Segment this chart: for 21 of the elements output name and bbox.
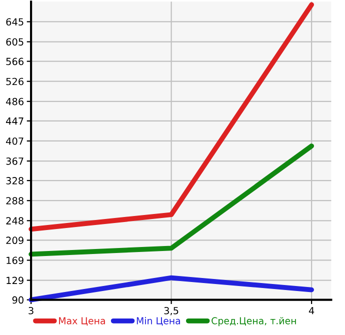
legend-label: Сред.Цена, т.йен bbox=[212, 317, 296, 326]
y-tick-label: 248 bbox=[6, 217, 24, 224]
y-tick-label: 526 bbox=[6, 78, 24, 86]
y-tick-label: 566 bbox=[6, 58, 24, 66]
y-tick-label: 486 bbox=[6, 98, 24, 106]
x-tick-label: 3 bbox=[28, 306, 34, 314]
legend-label: Min Цена bbox=[136, 317, 180, 326]
y-tick-label: 169 bbox=[6, 256, 24, 264]
y-tick-label: 209 bbox=[6, 236, 24, 244]
x-tick-label: 4 bbox=[308, 307, 314, 314]
y-tick-label: 605 bbox=[6, 38, 24, 46]
y-tick-label: 328 bbox=[6, 177, 24, 184]
y-tick-label: 288 bbox=[6, 197, 24, 204]
y-tick-label: 447 bbox=[6, 118, 24, 125]
x-tick-label: 3,5 bbox=[164, 306, 178, 316]
y-tick-label: 645 bbox=[6, 18, 24, 26]
y-tick-label: 90 bbox=[12, 296, 24, 304]
y-tick-label: 367 bbox=[6, 158, 24, 165]
y-tick-label: 407 bbox=[6, 137, 24, 145]
legend-label: Max Цена bbox=[59, 317, 105, 326]
y-tick-label: 129 bbox=[6, 276, 24, 284]
